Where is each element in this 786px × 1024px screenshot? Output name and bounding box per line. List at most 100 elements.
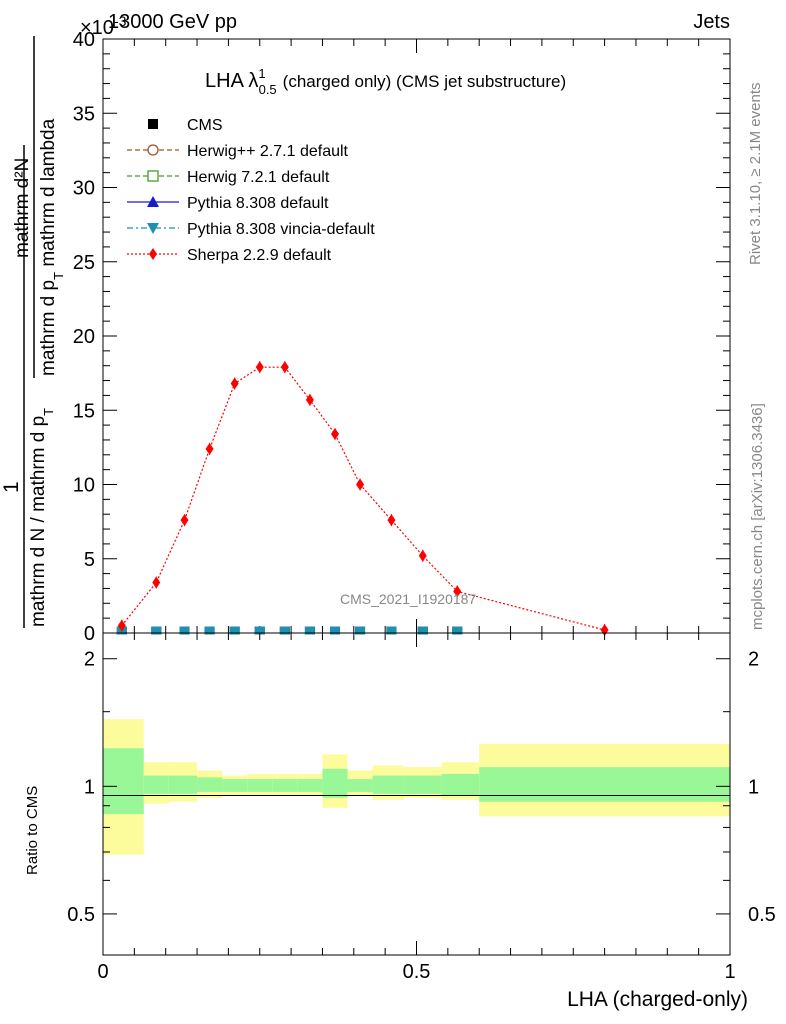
legend-item: CMS xyxy=(148,117,223,134)
y-label-numerator: 1 xyxy=(0,481,23,493)
ratio-inner-band xyxy=(441,773,480,796)
y-label-upper-numerator: mathrm d²N xyxy=(12,158,33,258)
legend-item: Pythia 8.308 vincia-default xyxy=(127,221,375,238)
ratio-x-tick-label: 0 xyxy=(97,961,108,983)
ratio-inner-band xyxy=(322,768,348,798)
y-label-denominator-text: mathrm d N / mathrm d p xyxy=(28,416,49,627)
ratio-inner-band xyxy=(272,779,298,792)
legend-label: Pythia 8.308 default xyxy=(187,195,329,212)
ratio-inner-band xyxy=(297,779,323,792)
main-y-tick-label: 10 xyxy=(73,475,95,497)
vincia-point xyxy=(279,626,290,635)
y-label-upper-denominator: mathrm d pT mathrm d lambda xyxy=(38,118,66,376)
ratio-inner-band xyxy=(143,775,169,794)
ratio-y-tick-label-right: 0.5 xyxy=(748,904,776,926)
vincia-point xyxy=(329,626,340,635)
legend-label: CMS xyxy=(187,117,223,134)
legend-label: Herwig++ 2.7.1 default xyxy=(187,143,349,160)
vincia-point xyxy=(304,626,315,635)
ratio-inner-band xyxy=(168,775,198,794)
sherpa-point xyxy=(418,549,427,562)
legend: CMS Herwig++ 2.7.1 default Herwig 7.2.1 de… xyxy=(127,117,375,264)
vincia-point xyxy=(417,626,428,635)
main-y-tick-label: 25 xyxy=(73,252,95,274)
sherpa-point xyxy=(305,393,314,406)
sherpa-point xyxy=(180,514,189,527)
title-sub: 0.5 xyxy=(259,82,277,97)
ratio-inner-band xyxy=(372,775,404,794)
legend-label: Herwig 7.2.1 default xyxy=(187,169,330,186)
vincia-point xyxy=(179,626,190,635)
ratio-y-tick-label-right: 2 xyxy=(748,649,759,671)
main-plot-marks xyxy=(116,361,609,637)
sherpa-point xyxy=(152,576,161,589)
header-left: 13000 GeV pp xyxy=(108,11,237,33)
plot-title: LHA λ1 0.5 (charged only) (CMS jet substru… xyxy=(205,66,566,97)
sherpa-point xyxy=(387,514,396,527)
legend-marker xyxy=(147,144,159,156)
ratio-inner-band xyxy=(197,777,223,792)
mcplots-label: mcplots.cern.ch [arXiv:1306.3436] xyxy=(749,403,766,630)
exponent-label: ×10-3 xyxy=(80,13,127,39)
ratio-x-tick-label: 1 xyxy=(724,961,735,983)
sherpa-point xyxy=(330,428,339,441)
main-axis-ticks: 0 5 10 15 20 25 30 35 40 xyxy=(73,29,731,645)
legend-marker xyxy=(147,196,159,207)
y-label-upper-denominator-b: mathrm d lambda xyxy=(38,118,59,272)
ratio-axis-ticks: 0.5 0.5 1 1 2 2 0 0.5 1 xyxy=(67,633,776,983)
vincia-point xyxy=(452,626,463,635)
ratio-y-tick-label: 0.5 xyxy=(67,904,95,926)
sherpa-point xyxy=(230,377,239,390)
y-label-denominator-sub: T xyxy=(41,408,56,416)
vincia-point xyxy=(386,626,397,635)
main-y-tick-label: 5 xyxy=(84,549,95,571)
vincia-point xyxy=(355,626,366,635)
ratio-inner-band xyxy=(347,779,373,792)
legend-item: Herwig 7.2.1 default xyxy=(127,169,330,186)
legend-label: Sherpa 2.2.9 default xyxy=(187,247,332,264)
legend-item: Pythia 8.308 default xyxy=(127,195,329,212)
ratio-inner-band xyxy=(103,748,144,815)
main-y-tick-label: 30 xyxy=(73,178,95,200)
ratio-y-tick-label: 1 xyxy=(84,776,95,798)
ratio-inner-band xyxy=(403,775,442,794)
vincia-point xyxy=(254,626,265,635)
exponent-base: ×10 xyxy=(80,17,114,39)
title-main: LHA λ xyxy=(205,70,258,92)
main-y-tick-label: 35 xyxy=(73,103,95,125)
legend-marker xyxy=(147,223,159,234)
sherpa-point xyxy=(205,442,214,455)
sherpa-point xyxy=(280,361,289,374)
y-label-upper-denominator-a: mathrm d p xyxy=(38,280,59,376)
ratio-x-tick-label: 0.5 xyxy=(403,961,431,983)
legend-marker xyxy=(148,119,158,129)
title-rest: (charged only) (CMS jet substructure) xyxy=(283,72,566,91)
analysis-watermark: CMS_2021_I1920187 xyxy=(340,591,476,607)
ratio-y-tick-label: 2 xyxy=(84,649,95,671)
sherpa-point xyxy=(453,585,462,598)
sherpa-line xyxy=(121,366,605,631)
main-y-axis-label: 1 mathrm d N / mathrm d pT mathrm d²N ma… xyxy=(0,36,66,628)
rivet-label: Rivet 3.1.10, ≥ 2.1M events xyxy=(747,83,764,266)
exponent-power: -3 xyxy=(114,13,127,29)
legend-item: Sherpa 2.2.9 default xyxy=(127,247,332,264)
sherpa-point xyxy=(117,619,126,632)
ratio-y-label: Ratio to CMS xyxy=(24,786,41,875)
main-y-tick-label: 15 xyxy=(73,400,95,422)
ratio-bands xyxy=(103,719,730,855)
ratio-inner-band xyxy=(222,779,248,792)
y-label-denominator: mathrm d N / mathrm d pT xyxy=(28,408,56,627)
legend-marker xyxy=(147,170,159,182)
ratio-y-tick-label-right: 1 xyxy=(748,776,759,798)
vincia-point xyxy=(151,626,162,635)
legend-item: Herwig++ 2.7.1 default xyxy=(127,143,349,160)
title-sup: 1 xyxy=(258,66,265,81)
legend-marker xyxy=(149,248,157,260)
sherpa-point xyxy=(255,361,264,374)
ratio-inner-band xyxy=(479,767,730,802)
main-y-tick-label: 20 xyxy=(73,326,95,348)
x-axis-label: LHA (charged-only) xyxy=(567,988,748,1011)
vincia-point xyxy=(229,626,240,635)
ratio-inner-band xyxy=(247,779,273,792)
